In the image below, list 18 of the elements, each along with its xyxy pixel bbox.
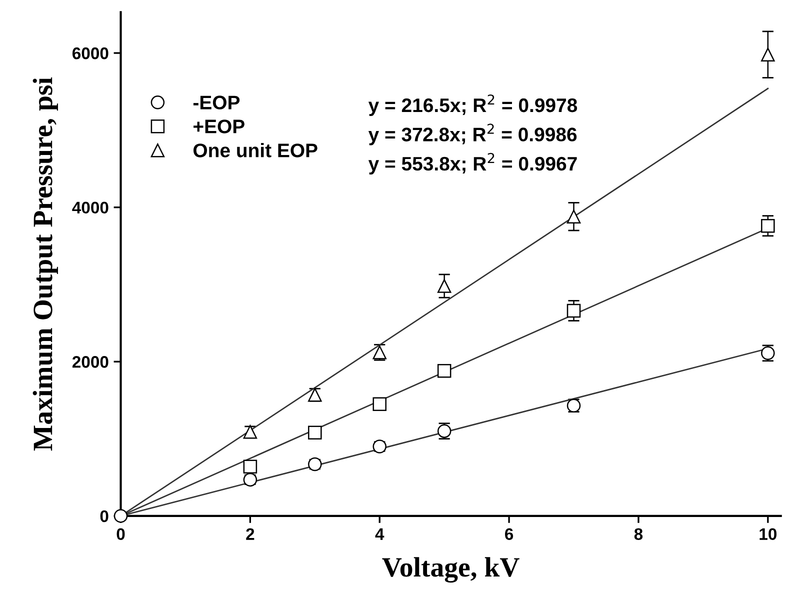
x-tick-label: 8 xyxy=(634,528,643,540)
x-tick-label: 4 xyxy=(375,528,384,540)
legend-label: -EOP xyxy=(193,96,240,110)
legend-label: One unit EOP xyxy=(193,143,318,158)
x-tick-label: 2 xyxy=(246,528,254,540)
annotation: y = 216.5x; R$^{2}$ = 0.9978 xyxy=(368,94,578,116)
y-tick-label: 6000 xyxy=(72,47,108,60)
x-tick-label: 6 xyxy=(505,528,514,540)
y-tick-label: 4000 xyxy=(72,202,108,214)
x-tick-label: 10 xyxy=(760,528,776,540)
y-axis-title: Maximum Output Pressure, psi xyxy=(32,77,58,451)
x-tick-label: 0 xyxy=(116,528,125,540)
y-tick-label: 0 xyxy=(100,510,108,522)
legend-label: +EOP xyxy=(194,120,244,134)
annotation: y = 372.8x; R$^{2}$ = 0.9986 xyxy=(368,124,577,146)
x-axis-title: Voltage, kV xyxy=(382,557,520,583)
annotation: y = 553.8x; R$^{2}$ = 0.9967 xyxy=(368,152,577,174)
y-tick-label: 2000 xyxy=(72,356,108,368)
